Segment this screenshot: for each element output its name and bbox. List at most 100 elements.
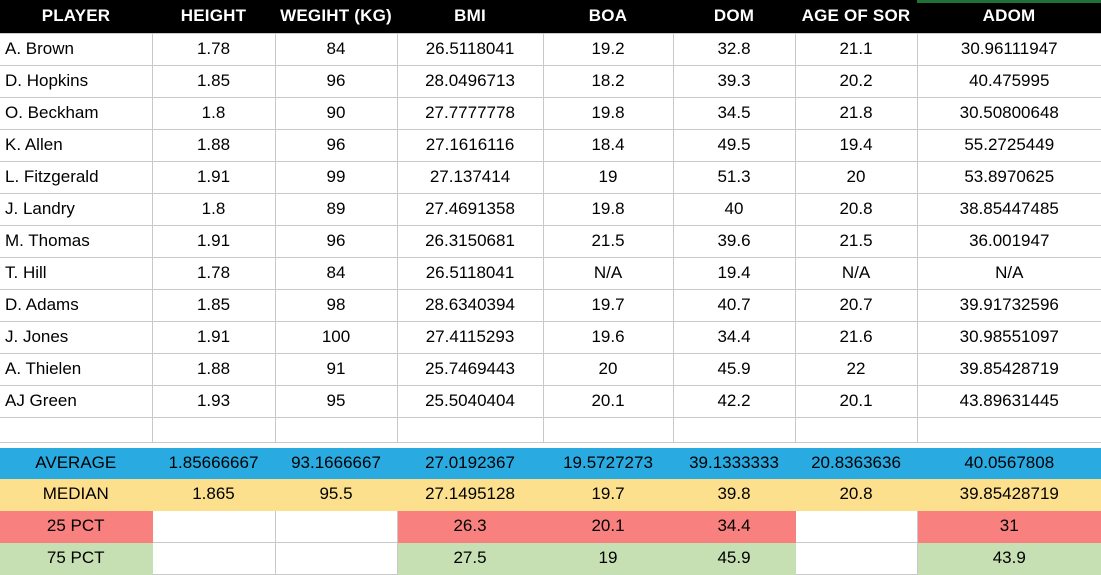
cell-boa[interactable]: 20 bbox=[542, 352, 674, 386]
cell-age_of_sor[interactable]: 20.1 bbox=[794, 384, 918, 418]
summary-cell-boa[interactable]: 19.7 bbox=[542, 477, 674, 511]
summary-cell-adom[interactable]: 43.9 bbox=[916, 541, 1101, 575]
cell-age_of_sor[interactable]: 20 bbox=[794, 160, 918, 194]
cell-height[interactable]: 1.88 bbox=[151, 352, 276, 386]
column-header-weight_kg[interactable]: WEGIHT (KG) bbox=[275, 0, 397, 33]
column-header-player[interactable]: PLAYER bbox=[0, 0, 152, 33]
cell-age_of_sor[interactable]: 21.5 bbox=[794, 224, 918, 258]
empty-cell[interactable] bbox=[672, 416, 796, 443]
column-header-dom[interactable]: DOM bbox=[673, 0, 795, 33]
summary-label[interactable]: 75 PCT bbox=[0, 541, 153, 575]
summary-cell-weight_kg[interactable] bbox=[274, 509, 398, 543]
summary-cell-dom[interactable]: 34.4 bbox=[672, 509, 796, 543]
cell-bmi[interactable]: 25.5040404 bbox=[396, 384, 544, 418]
empty-cell[interactable] bbox=[916, 416, 1101, 443]
summary-label[interactable]: 25 PCT bbox=[0, 509, 153, 543]
cell-age_of_sor[interactable]: 21.1 bbox=[794, 32, 918, 66]
cell-bmi[interactable]: 26.5118041 bbox=[396, 256, 544, 290]
column-header-bmi[interactable]: BMI bbox=[397, 0, 543, 33]
summary-cell-adom[interactable]: 39.85428719 bbox=[916, 477, 1101, 511]
cell-dom[interactable]: 45.9 bbox=[672, 352, 796, 386]
cell-adom[interactable]: 43.89631445 bbox=[916, 384, 1101, 418]
cell-weight_kg[interactable]: 84 bbox=[274, 256, 398, 290]
summary-cell-age_of_sor[interactable]: 20.8 bbox=[794, 477, 918, 511]
cell-dom[interactable]: 40.7 bbox=[672, 288, 796, 322]
summary-cell-height[interactable] bbox=[151, 509, 276, 543]
cell-adom[interactable]: 36.001947 bbox=[916, 224, 1101, 258]
summary-cell-dom[interactable]: 39.1333333 bbox=[672, 447, 796, 479]
cell-boa[interactable]: 18.2 bbox=[542, 64, 674, 98]
cell-weight_kg[interactable]: 96 bbox=[274, 128, 398, 162]
cell-player[interactable]: D. Hopkins bbox=[0, 64, 153, 98]
cell-height[interactable]: 1.78 bbox=[151, 32, 276, 66]
summary-cell-height[interactable]: 1.865 bbox=[151, 477, 276, 511]
cell-age_of_sor[interactable]: 21.6 bbox=[794, 320, 918, 354]
cell-boa[interactable]: 19.8 bbox=[542, 192, 674, 226]
empty-cell[interactable] bbox=[0, 416, 153, 443]
summary-label[interactable]: MEDIAN bbox=[0, 477, 153, 511]
summary-cell-bmi[interactable]: 27.0192367 bbox=[396, 447, 544, 479]
summary-cell-bmi[interactable]: 27.1495128 bbox=[396, 477, 544, 511]
cell-age_of_sor[interactable]: 20.2 bbox=[794, 64, 918, 98]
summary-cell-weight_kg[interactable]: 93.1666667 bbox=[274, 447, 398, 479]
cell-height[interactable]: 1.91 bbox=[151, 320, 276, 354]
empty-cell[interactable] bbox=[794, 416, 918, 443]
cell-player[interactable]: J. Jones bbox=[0, 320, 153, 354]
summary-cell-bmi[interactable]: 26.3 bbox=[396, 509, 544, 543]
cell-boa[interactable]: N/A bbox=[542, 256, 674, 290]
cell-adom[interactable]: 40.475995 bbox=[916, 64, 1101, 98]
cell-adom[interactable]: 39.85428719 bbox=[916, 352, 1101, 386]
cell-boa[interactable]: 19.8 bbox=[542, 96, 674, 130]
cell-height[interactable]: 1.85 bbox=[151, 64, 276, 98]
summary-cell-bmi[interactable]: 27.5 bbox=[396, 541, 544, 575]
cell-boa[interactable]: 20.1 bbox=[542, 384, 674, 418]
cell-weight_kg[interactable]: 84 bbox=[274, 32, 398, 66]
cell-adom[interactable]: 30.96111947 bbox=[916, 32, 1101, 66]
cell-dom[interactable]: 40 bbox=[672, 192, 796, 226]
cell-player[interactable]: J. Landry bbox=[0, 192, 153, 226]
cell-dom[interactable]: 34.4 bbox=[672, 320, 796, 354]
cell-bmi[interactable]: 28.6340394 bbox=[396, 288, 544, 322]
cell-weight_kg[interactable]: 96 bbox=[274, 64, 398, 98]
summary-label[interactable]: AVERAGE bbox=[0, 447, 153, 479]
cell-weight_kg[interactable]: 90 bbox=[274, 96, 398, 130]
summary-cell-age_of_sor[interactable]: 20.8363636 bbox=[794, 447, 918, 479]
cell-age_of_sor[interactable]: N/A bbox=[794, 256, 918, 290]
summary-cell-age_of_sor[interactable] bbox=[794, 541, 918, 575]
cell-adom[interactable]: 53.8970625 bbox=[916, 160, 1101, 194]
cell-adom[interactable]: 38.85447485 bbox=[916, 192, 1101, 226]
summary-cell-dom[interactable]: 45.9 bbox=[672, 541, 796, 575]
cell-height[interactable]: 1.8 bbox=[151, 192, 276, 226]
empty-cell[interactable] bbox=[396, 416, 544, 443]
summary-cell-weight_kg[interactable]: 95.5 bbox=[274, 477, 398, 511]
cell-weight_kg[interactable]: 100 bbox=[274, 320, 398, 354]
cell-boa[interactable]: 19.6 bbox=[542, 320, 674, 354]
cell-player[interactable]: AJ Green bbox=[0, 384, 153, 418]
cell-dom[interactable]: 42.2 bbox=[672, 384, 796, 418]
cell-adom[interactable]: 39.91732596 bbox=[916, 288, 1101, 322]
cell-boa[interactable]: 21.5 bbox=[542, 224, 674, 258]
cell-height[interactable]: 1.85 bbox=[151, 288, 276, 322]
cell-height[interactable]: 1.93 bbox=[151, 384, 276, 418]
summary-cell-weight_kg[interactable] bbox=[274, 541, 398, 575]
column-header-height[interactable]: HEIGHT bbox=[152, 0, 275, 33]
cell-bmi[interactable]: 27.1616116 bbox=[396, 128, 544, 162]
cell-weight_kg[interactable]: 96 bbox=[274, 224, 398, 258]
cell-boa[interactable]: 19.7 bbox=[542, 288, 674, 322]
cell-bmi[interactable]: 27.4115293 bbox=[396, 320, 544, 354]
cell-dom[interactable]: 32.8 bbox=[672, 32, 796, 66]
cell-player[interactable]: O. Beckham bbox=[0, 96, 153, 130]
cell-player[interactable]: D. Adams bbox=[0, 288, 153, 322]
cell-age_of_sor[interactable]: 21.8 bbox=[794, 96, 918, 130]
cell-weight_kg[interactable]: 99 bbox=[274, 160, 398, 194]
empty-cell[interactable] bbox=[151, 416, 276, 443]
cell-weight_kg[interactable]: 89 bbox=[274, 192, 398, 226]
cell-weight_kg[interactable]: 95 bbox=[274, 384, 398, 418]
cell-age_of_sor[interactable]: 20.7 bbox=[794, 288, 918, 322]
cell-player[interactable]: L. Fitzgerald bbox=[0, 160, 153, 194]
cell-bmi[interactable]: 28.0496713 bbox=[396, 64, 544, 98]
cell-dom[interactable]: 51.3 bbox=[672, 160, 796, 194]
cell-weight_kg[interactable]: 91 bbox=[274, 352, 398, 386]
summary-cell-age_of_sor[interactable] bbox=[794, 509, 918, 543]
summary-cell-height[interactable] bbox=[151, 541, 276, 575]
